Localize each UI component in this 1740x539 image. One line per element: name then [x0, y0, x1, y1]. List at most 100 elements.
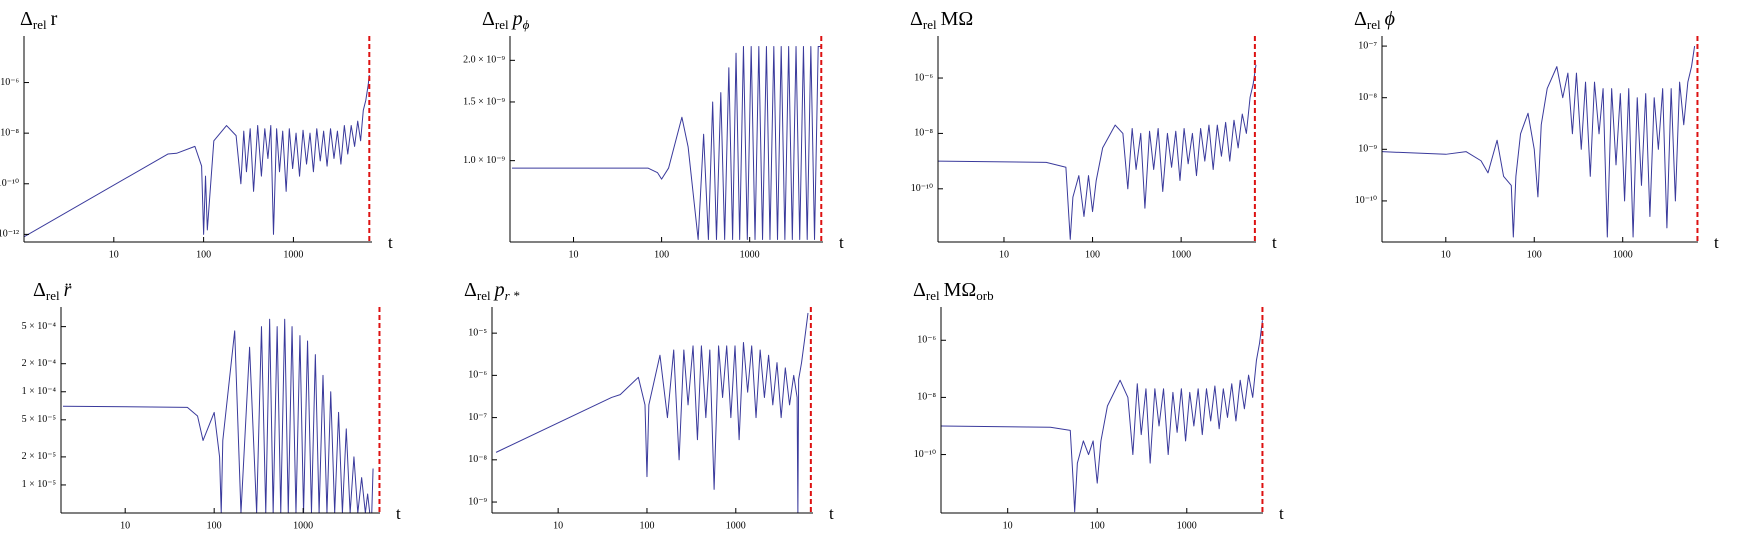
title-subscript: rel: [923, 17, 937, 32]
title-symbol: Δ: [1354, 8, 1367, 30]
y-tick-label: 10⁻¹⁰: [1355, 195, 1377, 206]
y-tick-label: 10⁻⁶: [914, 72, 933, 83]
title-quantity-subscript: r *: [505, 288, 520, 303]
x-tick-label: 100: [1085, 249, 1100, 260]
title-subscript: rel: [1367, 17, 1381, 32]
y-tick-label: 1.0 × 10⁻⁹: [463, 155, 505, 166]
x-tick-label: 1000: [740, 249, 760, 260]
x-tick-label: 10: [120, 520, 130, 531]
chart-title: Δrel MΩ: [910, 8, 973, 32]
x-axis-label: t: [1714, 233, 1719, 252]
y-tick-label: 10⁻¹⁰: [914, 449, 936, 460]
x-tick-label: 10: [109, 249, 119, 260]
data-line: [1382, 46, 1696, 238]
y-tick-label: 10⁻⁶: [468, 370, 487, 381]
x-tick-label: 10: [1003, 520, 1013, 531]
x-tick-label: 1000: [283, 249, 303, 260]
x-tick-label: 100: [1527, 249, 1542, 260]
title-subscript: rel: [477, 288, 491, 303]
x-tick-label: 10: [999, 249, 1009, 260]
y-tick-label: 2.0 × 10⁻⁹: [463, 55, 505, 66]
x-axis-label: t: [388, 233, 393, 252]
title-quantity: MΩ: [941, 8, 974, 30]
x-tick-label: 1000: [726, 520, 746, 531]
y-tick-label: 10⁻¹²: [0, 229, 19, 240]
y-tick-label: 1 × 10⁻⁵: [22, 479, 56, 490]
title-symbol: Δ: [464, 279, 477, 301]
y-tick-label: 10⁻⁶: [0, 77, 19, 88]
chart-title: Δrel pr *: [464, 279, 520, 303]
title-quantity: p: [511, 8, 523, 30]
title-symbol: Δ: [482, 8, 495, 30]
title-quantity-subscript: ϕ: [523, 17, 530, 32]
y-tick-label: 10⁻⁶: [917, 335, 936, 346]
panel: 2.0 × 10⁻⁹ 1.5 × 10⁻⁹ 1.0 × 10⁻⁹ 10 100 1000 t…: [463, 8, 844, 261]
title-quantity: p: [493, 279, 505, 301]
data-line: [941, 320, 1263, 513]
y-tick-label: 5 × 10⁻⁴: [22, 321, 57, 332]
y-tick-label: 10⁻⁷: [1358, 40, 1377, 51]
y-tick-label: 10⁻⁸: [468, 454, 487, 465]
y-tick-label: 2 × 10⁻⁴: [22, 358, 57, 369]
y-tick-label: 10⁻⁷: [468, 412, 487, 423]
chart-title: Δrel r: [20, 8, 58, 32]
y-tick-label: 10⁻⁸: [914, 128, 933, 139]
x-tick-label: 10: [1441, 249, 1451, 260]
x-tick-label: 10: [553, 520, 563, 531]
x-tick-label: 1000: [293, 520, 313, 531]
x-tick-label: 100: [196, 249, 211, 260]
x-axis-label: t: [1272, 233, 1277, 252]
title-quantity-subscript: orb: [976, 288, 993, 303]
x-axis-label: t: [396, 504, 401, 523]
title-quantity: r̈: [64, 279, 72, 301]
y-tick-label: 1 × 10⁻⁴: [22, 386, 57, 397]
panel: 5 × 10⁻⁴ 2 × 10⁻⁴ 1 × 10⁻⁴ 5 × 10⁻⁵ 2 × 10⁻⁵…: [22, 279, 401, 532]
x-tick-label: 1000: [1171, 249, 1191, 260]
panel: 10⁻⁶ 10⁻⁸ 10⁻¹⁰ 10 100 1000 t Δrel MΩ: [910, 8, 1277, 261]
x-axis-label: t: [839, 233, 844, 252]
title-subscript: rel: [46, 288, 60, 303]
chart-title: Δrel ϕ: [1354, 8, 1395, 32]
x-tick-label: 100: [207, 520, 222, 531]
data-line: [24, 74, 370, 238]
title-symbol: Δ: [910, 8, 923, 30]
title-quantity: MΩ: [944, 279, 977, 301]
data-line: [938, 64, 1257, 240]
y-tick-label: 10⁻¹⁰: [0, 178, 19, 189]
data-line: [62, 318, 374, 514]
data-line: [511, 46, 822, 240]
panel: 10⁻⁷ 10⁻⁸ 10⁻⁹ 10⁻¹⁰ 10 100 1000 t Δrel ϕ: [1354, 8, 1719, 261]
x-tick-label: 10: [569, 249, 579, 260]
title-symbol: Δ: [913, 279, 926, 301]
panel: 10⁻⁵ 10⁻⁶ 10⁻⁷ 10⁻⁸ 10⁻⁹ 10 100 1000 t Δrel pr *: [464, 279, 834, 532]
y-tick-label: 10⁻⁸: [0, 127, 19, 138]
title-quantity: r: [51, 8, 58, 30]
y-tick-label: 5 × 10⁻⁵: [22, 414, 56, 425]
data-line: [495, 312, 809, 514]
x-axis-label: t: [829, 504, 834, 523]
chart-title: Δrel MΩorb: [913, 279, 994, 303]
title-subscript: rel: [495, 17, 509, 32]
title-subscript: rel: [33, 17, 47, 32]
panel: 10⁻⁶ 10⁻⁸ 10⁻¹⁰ 10 100 1000 t Δrel MΩorb: [913, 279, 1284, 532]
title-subscript: rel: [926, 288, 940, 303]
x-tick-label: 100: [654, 249, 669, 260]
title-symbol: Δ: [20, 8, 33, 30]
y-tick-label: 10⁻⁸: [917, 392, 936, 403]
x-tick-label: 1000: [1177, 520, 1197, 531]
title-quantity: ϕ: [1385, 8, 1395, 30]
y-tick-label: 10⁻¹⁰: [911, 183, 933, 194]
y-tick-label: 10⁻⁵: [468, 327, 487, 338]
x-tick-label: 100: [1090, 520, 1105, 531]
y-tick-label: 1.5 × 10⁻⁹: [463, 96, 505, 107]
chart-title: Δrel r̈: [33, 279, 72, 303]
chart-title: Δrel pϕ: [482, 8, 530, 32]
x-tick-label: 1000: [1613, 249, 1633, 260]
y-tick-label: 10⁻⁹: [1358, 144, 1377, 155]
x-tick-label: 100: [639, 520, 654, 531]
title-symbol: Δ: [33, 279, 46, 301]
y-tick-label: 2 × 10⁻⁵: [22, 451, 56, 462]
